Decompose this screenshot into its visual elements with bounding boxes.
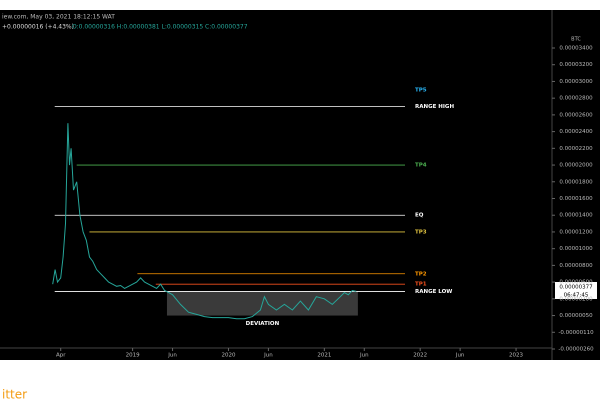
level-label: EQ <box>415 213 424 219</box>
plot-area <box>52 106 405 320</box>
y-tick-label: 0.00000800 <box>559 263 593 269</box>
level-label: TP5 <box>415 87 427 93</box>
y-tick-label: 0.00000200 <box>559 296 593 302</box>
currency-label: BTC <box>571 37 581 43</box>
deviation-label: DEVIATION <box>246 321 280 327</box>
y-tick-label: 0.00002200 <box>559 146 593 152</box>
x-tick-label: Jun <box>359 353 369 359</box>
level-label: TP1 <box>415 282 427 288</box>
y-tick-label: 0.00000050 <box>559 313 593 319</box>
header-source: iew.com, May 03, 2021 18:12:15 WAT <box>2 14 115 21</box>
x-tick-label: Jun <box>455 353 465 359</box>
x-tick-label: 2020 <box>221 353 235 359</box>
level-label: TP3 <box>415 229 427 235</box>
x-tick-label: Apr <box>56 353 66 359</box>
header-ohlc: O:0.00000316 H:0.00000381 L:0.00000315 C… <box>72 24 248 31</box>
level-label: RANGE LOW <box>415 289 452 295</box>
countdown: 06:47:45 <box>564 293 589 299</box>
last-price-box <box>555 282 597 299</box>
x-tick-label: 2022 <box>413 353 427 359</box>
y-tick-label: 0.00001000 <box>559 246 593 252</box>
header-change: +0.00000016 (+4.43%) <box>2 24 74 31</box>
y-tick-label: 0.00001200 <box>559 229 593 235</box>
x-tick-label: 2023 <box>509 353 523 359</box>
x-tick-label: 2021 <box>317 353 331 359</box>
price-line <box>52 123 357 320</box>
y-tick-label: 0.00003400 <box>559 46 593 52</box>
y-tick-label: 0.00001800 <box>559 179 593 185</box>
level-label: TP2 <box>415 271 427 277</box>
footer-text: itter <box>2 388 27 400</box>
y-tick-label: 0.00001400 <box>559 213 593 219</box>
y-tick-label: 0.00000600 <box>559 280 593 286</box>
level-label: TP4 <box>415 163 427 169</box>
x-tick-label: Jun <box>263 353 273 359</box>
y-tick-label: 0.00002800 <box>559 96 593 102</box>
y-tick-label: -0.00000260 <box>558 347 594 353</box>
x-tick-label: 2019 <box>126 353 140 359</box>
y-tick-label: 0.00002600 <box>559 112 593 118</box>
y-tick-label: 0.00002000 <box>559 163 593 169</box>
y-tick-label: -0.00000110 <box>558 330 594 336</box>
y-tick-label: 0.00003000 <box>559 79 593 85</box>
level-label: RANGE HIGH <box>415 104 454 110</box>
y-tick-label: 0.00003200 <box>559 62 593 68</box>
y-tick-label: 0.00001600 <box>559 196 593 202</box>
y-tick-label: 0.00002400 <box>559 129 593 135</box>
last-price: 0.00000377 <box>559 285 593 291</box>
x-tick-label: Jun <box>167 353 177 359</box>
